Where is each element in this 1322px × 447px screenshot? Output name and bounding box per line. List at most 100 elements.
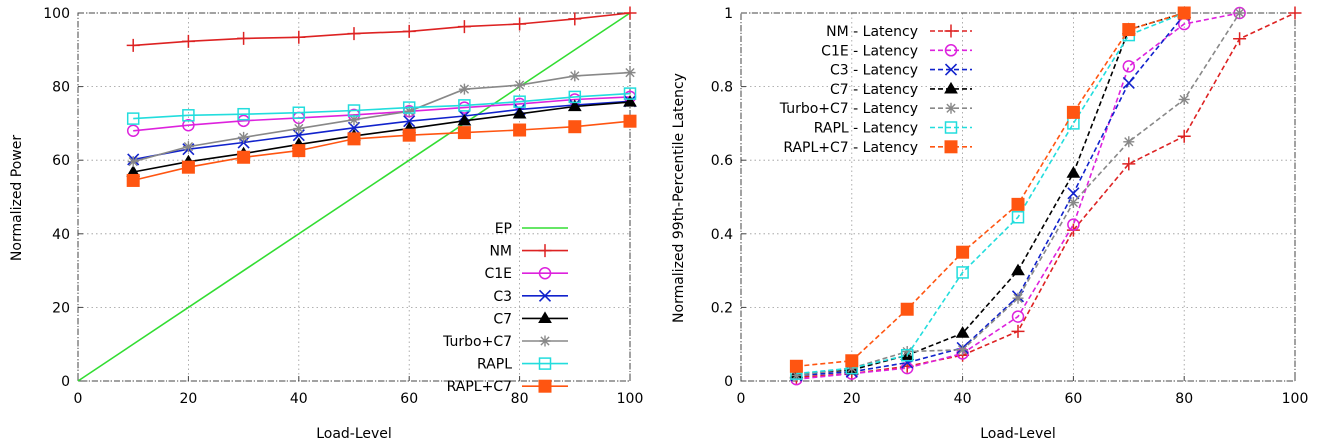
data-point bbox=[567, 99, 582, 112]
legend-entry: C1E bbox=[484, 266, 568, 282]
data-point bbox=[126, 112, 140, 125]
legend-entry: C3 - Latency bbox=[830, 63, 972, 79]
x-tick-label: 0 bbox=[737, 391, 746, 407]
series-line bbox=[133, 120, 631, 182]
x-tick-label: 100 bbox=[617, 391, 644, 407]
series-line bbox=[133, 92, 631, 120]
data-point bbox=[1011, 210, 1025, 224]
y-tick-label: 0.8 bbox=[711, 80, 733, 96]
series-line bbox=[132, 71, 631, 163]
data-point bbox=[347, 132, 361, 146]
y-tick-label: 0.4 bbox=[711, 227, 733, 243]
legend-entry: EP bbox=[495, 221, 568, 237]
data-point bbox=[402, 128, 416, 142]
legend-label: C3 - Latency bbox=[830, 63, 918, 79]
y-tick-label: 100 bbox=[43, 6, 70, 22]
power-frame bbox=[77, 12, 631, 382]
data-point bbox=[1011, 310, 1025, 323]
latency-frame bbox=[740, 12, 1296, 382]
x-tick-label: 0 bbox=[74, 391, 83, 407]
data-point bbox=[457, 126, 471, 140]
legend-label: RAPL - Latency bbox=[814, 121, 918, 137]
data-point bbox=[623, 114, 637, 128]
x-tick-label: 40 bbox=[954, 391, 972, 407]
latency-x-ticks: 0 20 40 60 80 100 bbox=[737, 376, 1309, 407]
data-point bbox=[624, 67, 636, 79]
data-point bbox=[403, 115, 416, 128]
series-line bbox=[796, 12, 1240, 380]
legend-entry: RAPL bbox=[477, 357, 568, 373]
series-line bbox=[133, 101, 631, 173]
legend-marker bbox=[538, 379, 552, 393]
series-line bbox=[796, 14, 1185, 377]
data-point bbox=[292, 106, 306, 119]
data-point bbox=[126, 38, 140, 52]
data-point bbox=[1011, 263, 1025, 276]
data-point bbox=[1067, 197, 1079, 209]
y-tick-label: 60 bbox=[52, 153, 70, 169]
legend-entry: C7 bbox=[493, 311, 568, 327]
data-point bbox=[181, 160, 195, 174]
y-tick-label: 40 bbox=[52, 227, 70, 243]
data-point bbox=[457, 113, 472, 126]
data-point bbox=[845, 354, 859, 368]
y-tick-label: 1 bbox=[724, 6, 733, 22]
data-point bbox=[237, 114, 250, 128]
data-point bbox=[402, 101, 416, 114]
data-point bbox=[1122, 157, 1136, 171]
legend-label: RAPL+C7 - Latency bbox=[783, 140, 918, 156]
data-point bbox=[292, 144, 306, 158]
data-point bbox=[1178, 93, 1190, 105]
data-point bbox=[347, 27, 361, 41]
legend-marker bbox=[538, 289, 552, 302]
x-tick-label: 100 bbox=[1282, 391, 1309, 407]
data-point bbox=[402, 24, 416, 38]
legend-marker bbox=[538, 311, 552, 324]
data-point bbox=[126, 173, 140, 187]
latency-legend: NM - Latency C1E - Latency C3 - Latency C7 … bbox=[779, 24, 972, 156]
latency-y-axis-label: Normalized 99th-Percentile Latency bbox=[671, 73, 687, 323]
power-legend: EP NM C1E C3 C7 Turbo+C7 RAPL RAPL+C7 bbox=[442, 221, 568, 395]
legend-entry: Turbo+C7 - Latency bbox=[779, 101, 972, 117]
series-0-0 bbox=[77, 12, 631, 382]
legend-entry: Turbo+C7 bbox=[442, 334, 568, 350]
legend-marker bbox=[944, 81, 958, 94]
data-point bbox=[182, 118, 195, 132]
data-point bbox=[293, 123, 305, 135]
data-point bbox=[1122, 23, 1136, 37]
data-point bbox=[182, 109, 195, 122]
data-point bbox=[1067, 187, 1080, 200]
x-tick-label: 60 bbox=[1064, 391, 1082, 407]
y-tick-label: 80 bbox=[52, 80, 70, 96]
series-line bbox=[796, 12, 1185, 375]
data-point bbox=[623, 95, 637, 107]
data-point bbox=[1177, 129, 1191, 143]
data-point bbox=[127, 156, 139, 168]
data-point bbox=[513, 17, 527, 31]
data-point bbox=[458, 83, 470, 95]
data-point bbox=[347, 104, 361, 117]
legend-marker bbox=[538, 266, 552, 280]
series-0-1 bbox=[126, 6, 637, 52]
series-line bbox=[133, 96, 631, 132]
legend-label: C1E bbox=[484, 266, 512, 282]
y-tick-label: 0.2 bbox=[711, 300, 733, 316]
legend-entry: C3 bbox=[493, 289, 568, 305]
legend-marker bbox=[538, 357, 552, 370]
data-point bbox=[181, 34, 195, 48]
legend-entry: RAPL+C7 - Latency bbox=[783, 140, 972, 156]
legend-label: C3 bbox=[493, 289, 512, 305]
series-0-6 bbox=[126, 87, 637, 125]
series-line bbox=[796, 12, 1185, 375]
plot-border bbox=[740, 12, 1296, 382]
data-point bbox=[238, 131, 250, 143]
legend-marker bbox=[539, 335, 551, 347]
data-point bbox=[846, 362, 858, 374]
data-point bbox=[513, 123, 527, 137]
data-point bbox=[901, 346, 913, 358]
data-point bbox=[237, 31, 251, 45]
x-tick-label: 40 bbox=[290, 391, 308, 407]
power-series bbox=[77, 6, 637, 382]
